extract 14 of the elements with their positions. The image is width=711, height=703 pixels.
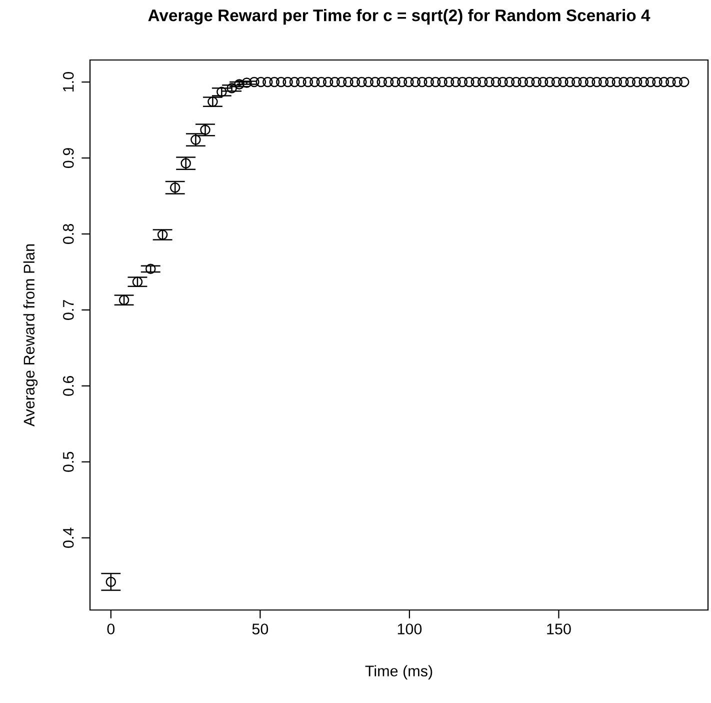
y-tick-label: 1.0 [62, 72, 74, 92]
y-tick-label: 0.9 [62, 148, 74, 168]
y-tick-label: 0.8 [62, 224, 74, 244]
y-tick-label: 0.4 [62, 528, 74, 548]
y-tick-label: 0.5 [62, 452, 74, 472]
chart-title: Average Reward per Time for c = sqrt(2) for Random Scenario 4 [148, 9, 650, 25]
x-tick-label: 50 [252, 624, 268, 634]
y-tick-label: 0.6 [62, 376, 74, 396]
y-tick-label: 0.7 [62, 300, 74, 320]
y-axis-title: Average Reward from Plan [23, 244, 38, 427]
x-tick-label: 100 [398, 624, 422, 634]
x-axis-title: Time (ms) [365, 665, 432, 680]
x-tick-label: 0 [107, 624, 115, 634]
x-tick-label: 150 [547, 624, 571, 634]
